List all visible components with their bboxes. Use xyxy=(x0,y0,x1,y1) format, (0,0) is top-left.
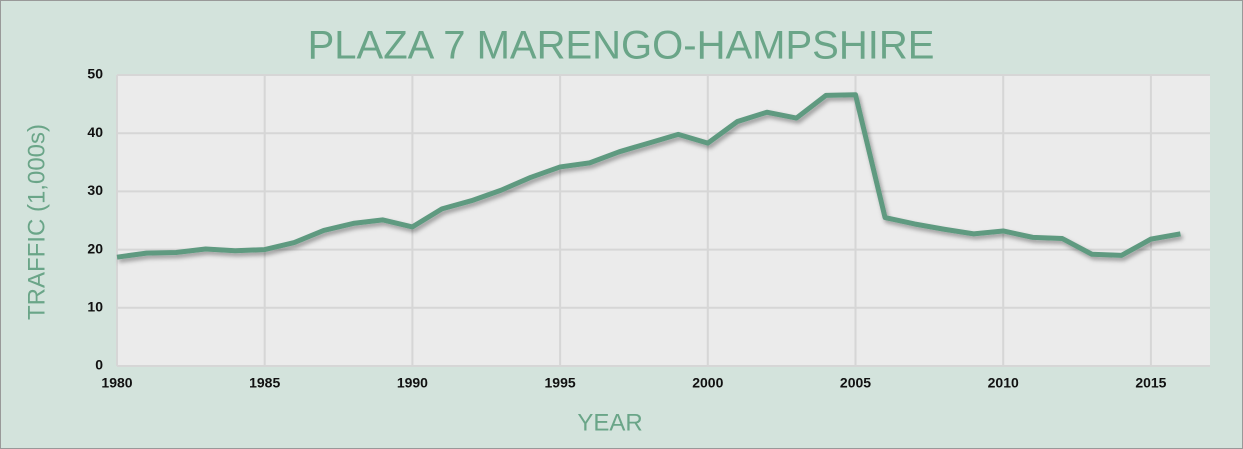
x-tick-label: 2000 xyxy=(692,375,723,391)
x-tick-label: 1995 xyxy=(545,375,576,391)
y-tick-label: 30 xyxy=(87,182,103,198)
x-tick-label: 2015 xyxy=(1135,375,1166,391)
chart-title: PLAZA 7 MARENGO-HAMPSHIRE xyxy=(308,24,935,68)
y-tick-label: 0 xyxy=(95,357,103,373)
plot-area xyxy=(117,75,1210,366)
y-axis-label: TRAFFIC (1,000s) xyxy=(23,124,50,320)
x-tick-label: 1985 xyxy=(249,375,280,391)
x-tick-label: 1980 xyxy=(101,375,132,391)
y-tick-label: 10 xyxy=(87,299,103,315)
x-tick-label: 2010 xyxy=(988,375,1019,391)
y-tick-label: 40 xyxy=(87,124,103,140)
y-tick-label: 50 xyxy=(87,66,103,82)
x-tick-label: 2005 xyxy=(840,375,871,391)
line-series xyxy=(116,92,1181,260)
x-axis-label: YEAR xyxy=(577,409,642,436)
x-tick-label: 1990 xyxy=(397,375,428,391)
y-tick-label: 20 xyxy=(87,240,103,256)
